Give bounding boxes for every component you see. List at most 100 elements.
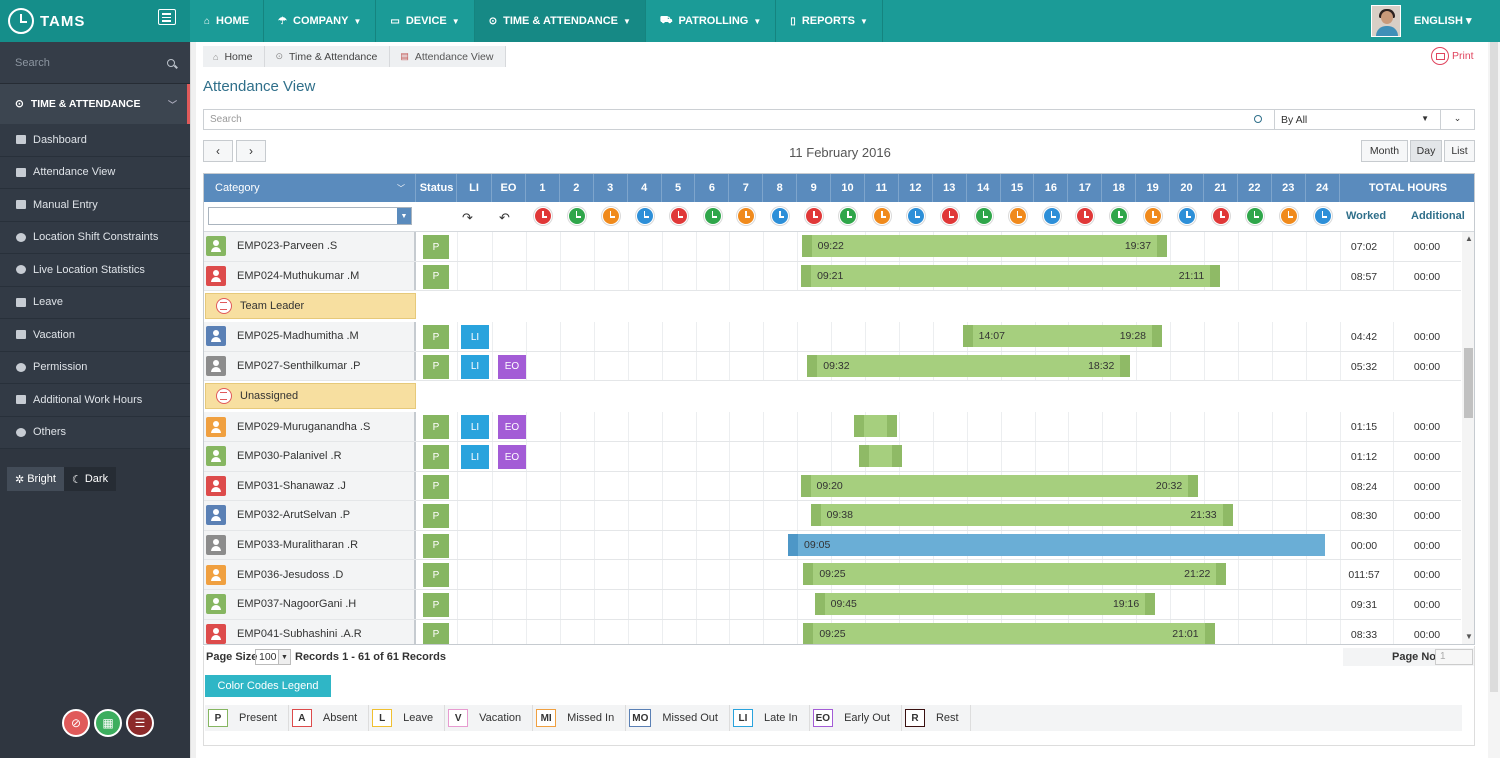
status-badge[interactable]: P xyxy=(423,593,449,617)
breadcrumb-home[interactable]: ⌂ Home xyxy=(203,46,266,67)
print-button[interactable]: Print xyxy=(1431,47,1474,65)
sidebar-item-others[interactable]: Others xyxy=(0,416,190,449)
clock-icon[interactable] xyxy=(1008,207,1027,225)
status-badge[interactable]: P xyxy=(423,504,449,529)
prev-day-button[interactable]: ‹ xyxy=(203,140,233,162)
status-badge[interactable]: P xyxy=(423,563,449,588)
early-out-badge[interactable]: EO xyxy=(498,445,526,469)
nav-item-time-attendance[interactable]: ⊙ TIME & ATTENDANCE ▼ xyxy=(474,0,646,42)
view-day-button[interactable]: Day xyxy=(1410,140,1442,162)
table-row[interactable]: EMP027-Senthilkumar .P P LI EO 09:32 18:32 05:… xyxy=(204,351,1461,382)
status-badge[interactable]: P xyxy=(423,622,449,644)
status-badge[interactable]: P xyxy=(423,474,449,499)
sidebar-item-permission[interactable]: Permission xyxy=(0,351,190,384)
page-scrollbar[interactable] xyxy=(1488,42,1500,758)
sidebar-item-vacation[interactable]: Vacation xyxy=(0,319,190,352)
clock-icon[interactable] xyxy=(805,207,824,225)
late-in-badge[interactable]: LI xyxy=(461,415,489,440)
attendance-bar[interactable]: 09:45 19:16 xyxy=(814,593,1156,615)
nav-item-device[interactable]: ▭ DEVICE ▼ xyxy=(376,0,475,42)
share-icon[interactable]: ↷ xyxy=(462,210,473,225)
table-row[interactable]: EMP024-Muthukumar .M P 09:21 21:11 08:57 00:0… xyxy=(204,261,1461,292)
table-row[interactable]: EMP041-Subhashini .A.R P 09:25 21:01 08:33 00… xyxy=(204,619,1461,644)
group-label[interactable]: Team Leader xyxy=(205,293,416,320)
clock-icon[interactable] xyxy=(737,207,756,225)
category-header[interactable]: Category ﹀ xyxy=(204,174,416,202)
sidebar-splitter[interactable] xyxy=(190,42,196,758)
clock-icon[interactable] xyxy=(601,207,620,225)
status-badge[interactable]: P xyxy=(423,445,449,469)
search-icon[interactable] xyxy=(167,59,175,67)
expand-filter-button[interactable]: ⌄ xyxy=(1440,110,1474,129)
employee-cell[interactable]: EMP030-Palanivel .R xyxy=(204,442,416,471)
employee-cell[interactable]: EMP037-NagoorGani .H xyxy=(204,590,416,619)
theme-bright-button[interactable]: ✲ Bright xyxy=(7,467,64,491)
sidebar-search[interactable]: Search xyxy=(0,42,190,84)
clock-icon[interactable] xyxy=(1212,207,1230,225)
view-list-button[interactable]: List xyxy=(1444,140,1475,162)
scroll-down-icon[interactable]: ▼ xyxy=(1465,632,1473,641)
clock-icon[interactable] xyxy=(1042,207,1061,225)
table-row[interactable]: EMP037-NagoorGani .H P 09:45 19:16 09:31 00:0… xyxy=(204,590,1461,620)
clock-icon[interactable] xyxy=(534,207,552,225)
nav-item-company[interactable]: ☂ COMPANY ▼ xyxy=(264,0,377,42)
sidebar-item-dashboard[interactable]: Dashboard xyxy=(0,124,190,157)
clock-icon[interactable] xyxy=(669,207,688,225)
compass-icon[interactable]: ⊘ xyxy=(62,709,90,737)
employee-cell[interactable]: EMP041-Subhashini .A.R xyxy=(204,619,416,644)
user-avatar[interactable] xyxy=(1371,5,1401,37)
employee-cell[interactable]: EMP024-Muthukumar .M xyxy=(204,261,416,291)
employee-cell[interactable]: EMP033-Muralitharan .R xyxy=(204,530,416,560)
status-badge[interactable]: P xyxy=(423,415,449,440)
nav-item-home[interactable]: ⌂ HOME xyxy=(190,0,265,42)
table-row[interactable]: EMP029-Muruganandha .S P LI EO 01:15 00:00 xyxy=(204,412,1461,442)
clock-icon[interactable] xyxy=(839,207,858,225)
status-badge[interactable]: P xyxy=(423,533,449,558)
language-selector[interactable]: ENGLISH ▾ xyxy=(1414,15,1472,27)
category-filter-select[interactable]: ▼ xyxy=(208,207,412,225)
table-row[interactable]: EMP036-Jesudoss .D P 09:25 21:22 011:57 00:00 xyxy=(204,560,1461,590)
clock-icon[interactable] xyxy=(567,207,586,225)
table-row[interactable]: EMP033-Muralitharan .R P 09:05 00:00 00:00 xyxy=(204,530,1461,561)
clock-icon[interactable] xyxy=(1110,207,1129,225)
reply-icon[interactable]: ↶ xyxy=(499,210,510,225)
sidebar-item-location-shift-constraints[interactable]: Location Shift Constraints xyxy=(0,221,190,254)
clock-icon[interactable] xyxy=(1144,207,1163,225)
sidebar-section-time-attendance[interactable]: ⊙ TIME & ATTENDANCE ﹀ xyxy=(0,84,190,124)
filter-select[interactable]: By All ▼ xyxy=(1274,110,1439,129)
sidebar-item-attendance-view[interactable]: Attendance View xyxy=(0,156,190,189)
clock-icon[interactable] xyxy=(974,207,993,225)
late-in-badge[interactable]: LI xyxy=(461,445,489,469)
clock-icon[interactable] xyxy=(1178,207,1197,225)
breadcrumb-time-attendance[interactable]: ⊙ Time & Attendance xyxy=(265,46,391,67)
attendance-bar[interactable]: 09:25 21:22 xyxy=(803,563,1227,586)
search-icon[interactable] xyxy=(1254,115,1262,123)
table-row[interactable]: EMP032-ArutSelvan .P P 09:38 21:33 08:30 00:0… xyxy=(204,501,1461,531)
sidebar-item-leave[interactable]: Leave xyxy=(0,286,190,319)
clock-icon[interactable] xyxy=(1076,207,1095,225)
employee-cell[interactable]: EMP027-Senthilkumar .P xyxy=(204,351,416,381)
page-scroll-thumb[interactable] xyxy=(1490,42,1498,692)
clock-icon[interactable] xyxy=(906,207,925,225)
page-size-select[interactable]: 100 ▼ xyxy=(255,649,291,665)
grid-scrollbar[interactable]: ▲ ▼ xyxy=(1462,232,1474,644)
sidebar-item-additional-work-hours[interactable]: Additional Work Hours xyxy=(0,384,190,417)
attendance-bar[interactable]: 09:21 21:11 xyxy=(801,264,1221,287)
clock-icon[interactable] xyxy=(635,207,654,225)
employee-cell[interactable]: EMP023-Parveen .S xyxy=(204,232,416,261)
search-input[interactable]: Search xyxy=(210,114,242,125)
attendance-bar[interactable]: 09:25 21:01 xyxy=(803,622,1215,644)
sidebar-item-live-location-statistics[interactable]: Live Location Statistics xyxy=(0,254,190,287)
table-row[interactable]: EMP023-Parveen .S P 09:22 19:37 07:02 00:00 xyxy=(204,232,1461,262)
view-month-button[interactable]: Month xyxy=(1361,140,1408,162)
menu-toggle-icon[interactable] xyxy=(158,9,176,25)
clock-icon[interactable] xyxy=(940,207,959,225)
nav-item-reports[interactable]: ▯ REPORTS ▼ xyxy=(776,0,883,42)
employee-cell[interactable]: EMP036-Jesudoss .D xyxy=(204,560,416,589)
table-row[interactable]: EMP025-Madhumitha .M P LI 14:07 19:28 04:42 00… xyxy=(204,322,1461,352)
status-badge[interactable]: P xyxy=(423,264,449,289)
attendance-bar[interactable] xyxy=(859,445,902,467)
status-badge[interactable]: P xyxy=(423,235,449,259)
clock-icon[interactable] xyxy=(703,207,722,225)
scroll-up-icon[interactable]: ▲ xyxy=(1465,234,1473,243)
